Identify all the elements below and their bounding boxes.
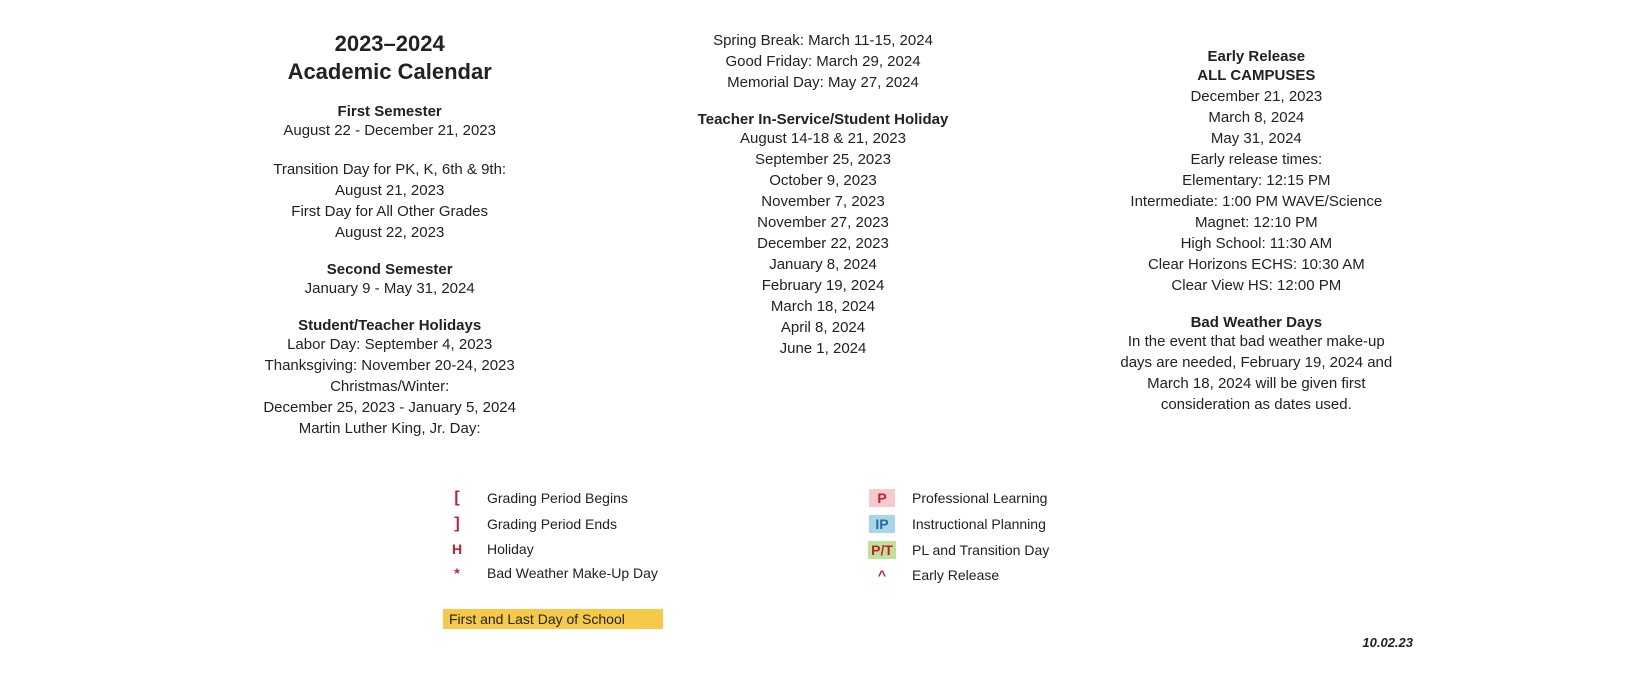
col3-sections: Early ReleaseALL CAMPUSESDecember 21, 20… xyxy=(1050,48,1463,415)
legend-symbol: H xyxy=(443,541,471,557)
body-line: June 1, 2024 xyxy=(616,338,1029,359)
body-line: Elementary: 12:15 PM xyxy=(1050,170,1463,191)
section-head: Student/Teacher Holidays xyxy=(183,317,596,334)
column-2: Spring Break: March 11-15, 2024Good Frid… xyxy=(616,30,1029,439)
body-line: January 9 - May 31, 2024 xyxy=(183,278,596,299)
legend-label: Grading Period Ends xyxy=(487,516,617,532)
legend-columns: [ Grading Period Begins] Grading Period En… xyxy=(443,489,1203,591)
title-label: Academic Calendar xyxy=(183,58,596,86)
body-line: Clear View HS: 12:00 PM xyxy=(1050,275,1463,296)
legend-row: P/T PL and Transition Day xyxy=(868,541,1203,559)
section-head: Bad Weather Days xyxy=(1050,314,1463,331)
first-last-badge: First and Last Day of School xyxy=(443,609,663,629)
legend-row: * Bad Weather Make-Up Day xyxy=(443,565,778,581)
section-head: Teacher In-Service/Student Holiday xyxy=(616,111,1029,128)
legend-right: P Professional Learning IP Instructional Pl… xyxy=(868,489,1203,591)
legend-row: IP Instructional Planning xyxy=(868,515,1203,533)
body-line: April 8, 2024 xyxy=(616,317,1029,338)
body-line: March 18, 2024 will be given first xyxy=(1050,373,1463,394)
legend-label: Early Release xyxy=(912,567,999,583)
body-line: Spring Break: March 11-15, 2024 xyxy=(616,30,1029,51)
body-line: Good Friday: March 29, 2024 xyxy=(616,51,1029,72)
legend-label: Holiday xyxy=(487,541,534,557)
body-line: consideration as dates used. xyxy=(1050,394,1463,415)
title-block: 2023–2024 Academic Calendar xyxy=(183,30,596,85)
legend-label: Bad Weather Make-Up Day xyxy=(487,565,658,581)
legend-row: P Professional Learning xyxy=(868,489,1203,507)
legend-row: H Holiday xyxy=(443,541,778,557)
body-line: May 31, 2024 xyxy=(1050,128,1463,149)
legend-symbol: * xyxy=(443,565,471,581)
body-line: Martin Luther King, Jr. Day: xyxy=(183,418,596,439)
body-line: December 25, 2023 - January 5, 2024 xyxy=(183,397,596,418)
body-line: August 22 - December 21, 2023 xyxy=(183,120,596,141)
body-line: December 22, 2023 xyxy=(616,233,1029,254)
body-line: Clear Horizons ECHS: 10:30 AM xyxy=(1050,254,1463,275)
body-line: First Day for All Other Grades xyxy=(183,201,596,222)
section-head: First Semester xyxy=(183,103,596,120)
body-line: Early release times: xyxy=(1050,149,1463,170)
body-line: November 27, 2023 xyxy=(616,212,1029,233)
body-line: In the event that bad weather make-up xyxy=(1050,331,1463,352)
legend-symbol: P/T xyxy=(868,541,896,559)
body-line: days are needed, February 19, 2024 and xyxy=(1050,352,1463,373)
legend-row: ] Grading Period Ends xyxy=(443,515,778,533)
title-year: 2023–2024 xyxy=(183,30,596,58)
calendar-columns: 2023–2024 Academic Calendar First Semest… xyxy=(183,30,1463,439)
body-line: March 8, 2024 xyxy=(1050,107,1463,128)
legend-label: PL and Transition Day xyxy=(912,542,1049,558)
legend-symbol: ^ xyxy=(868,567,896,583)
legend-symbol: ] xyxy=(443,515,471,533)
legend-row: ^ Early Release xyxy=(868,567,1203,583)
body-line: August 22, 2023 xyxy=(183,222,596,243)
footer-date: 10.02.23 xyxy=(233,635,1413,650)
legend-symbol: P xyxy=(868,489,896,507)
body-line: March 18, 2024 xyxy=(616,296,1029,317)
body-line: Labor Day: September 4, 2023 xyxy=(183,334,596,355)
column-3: Early ReleaseALL CAMPUSESDecember 21, 20… xyxy=(1050,30,1463,439)
legend-label: Professional Learning xyxy=(912,490,1047,506)
legend-row: [ Grading Period Begins xyxy=(443,489,778,507)
legend-label: Grading Period Begins xyxy=(487,490,628,506)
section-head: Early Release xyxy=(1050,48,1463,65)
body-line: Transition Day for PK, K, 6th & 9th: xyxy=(183,159,596,180)
body-line: Thanksgiving: November 20-24, 2023 xyxy=(183,355,596,376)
body-line: Christmas/Winter: xyxy=(183,376,596,397)
body-line: November 7, 2023 xyxy=(616,191,1029,212)
body-line: High School: 11:30 AM xyxy=(1050,233,1463,254)
legend-symbol: [ xyxy=(443,489,471,507)
column-1: 2023–2024 Academic Calendar First Semest… xyxy=(183,30,596,439)
body-line: October 9, 2023 xyxy=(616,170,1029,191)
section-head: Second Semester xyxy=(183,261,596,278)
body-line: August 14-18 & 21, 2023 xyxy=(616,128,1029,149)
body-line: Intermediate: 1:00 PM WAVE/Science xyxy=(1050,191,1463,212)
legend-symbol: IP xyxy=(868,515,896,533)
col2-sections: Spring Break: March 11-15, 2024Good Frid… xyxy=(616,30,1029,359)
legend: [ Grading Period Begins] Grading Period En… xyxy=(443,489,1203,629)
body-line: August 21, 2023 xyxy=(183,180,596,201)
body-line: September 25, 2023 xyxy=(616,149,1029,170)
body-line: January 8, 2024 xyxy=(616,254,1029,275)
legend-left: [ Grading Period Begins] Grading Period En… xyxy=(443,489,778,591)
body-line: Magnet: 12:10 PM xyxy=(1050,212,1463,233)
body-line: December 21, 2023 xyxy=(1050,86,1463,107)
body-line: February 19, 2024 xyxy=(616,275,1029,296)
legend-label: Instructional Planning xyxy=(912,516,1046,532)
col1-sections: First SemesterAugust 22 - December 21, 2… xyxy=(183,103,596,439)
body-line: Memorial Day: May 27, 2024 xyxy=(616,72,1029,93)
section-subhead: ALL CAMPUSES xyxy=(1050,65,1463,86)
